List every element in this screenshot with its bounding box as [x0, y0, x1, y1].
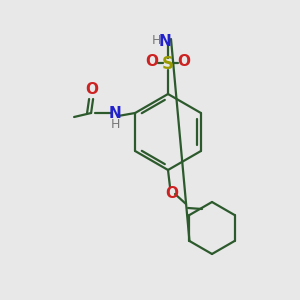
Text: O: O	[146, 55, 158, 70]
Text: H: H	[151, 34, 161, 47]
Text: N: N	[109, 106, 122, 121]
Text: H: H	[110, 118, 120, 130]
Text: O: O	[178, 55, 190, 70]
Text: N: N	[159, 34, 171, 49]
Text: O: O	[166, 185, 178, 200]
Text: S: S	[162, 55, 174, 73]
Text: O: O	[85, 82, 99, 98]
